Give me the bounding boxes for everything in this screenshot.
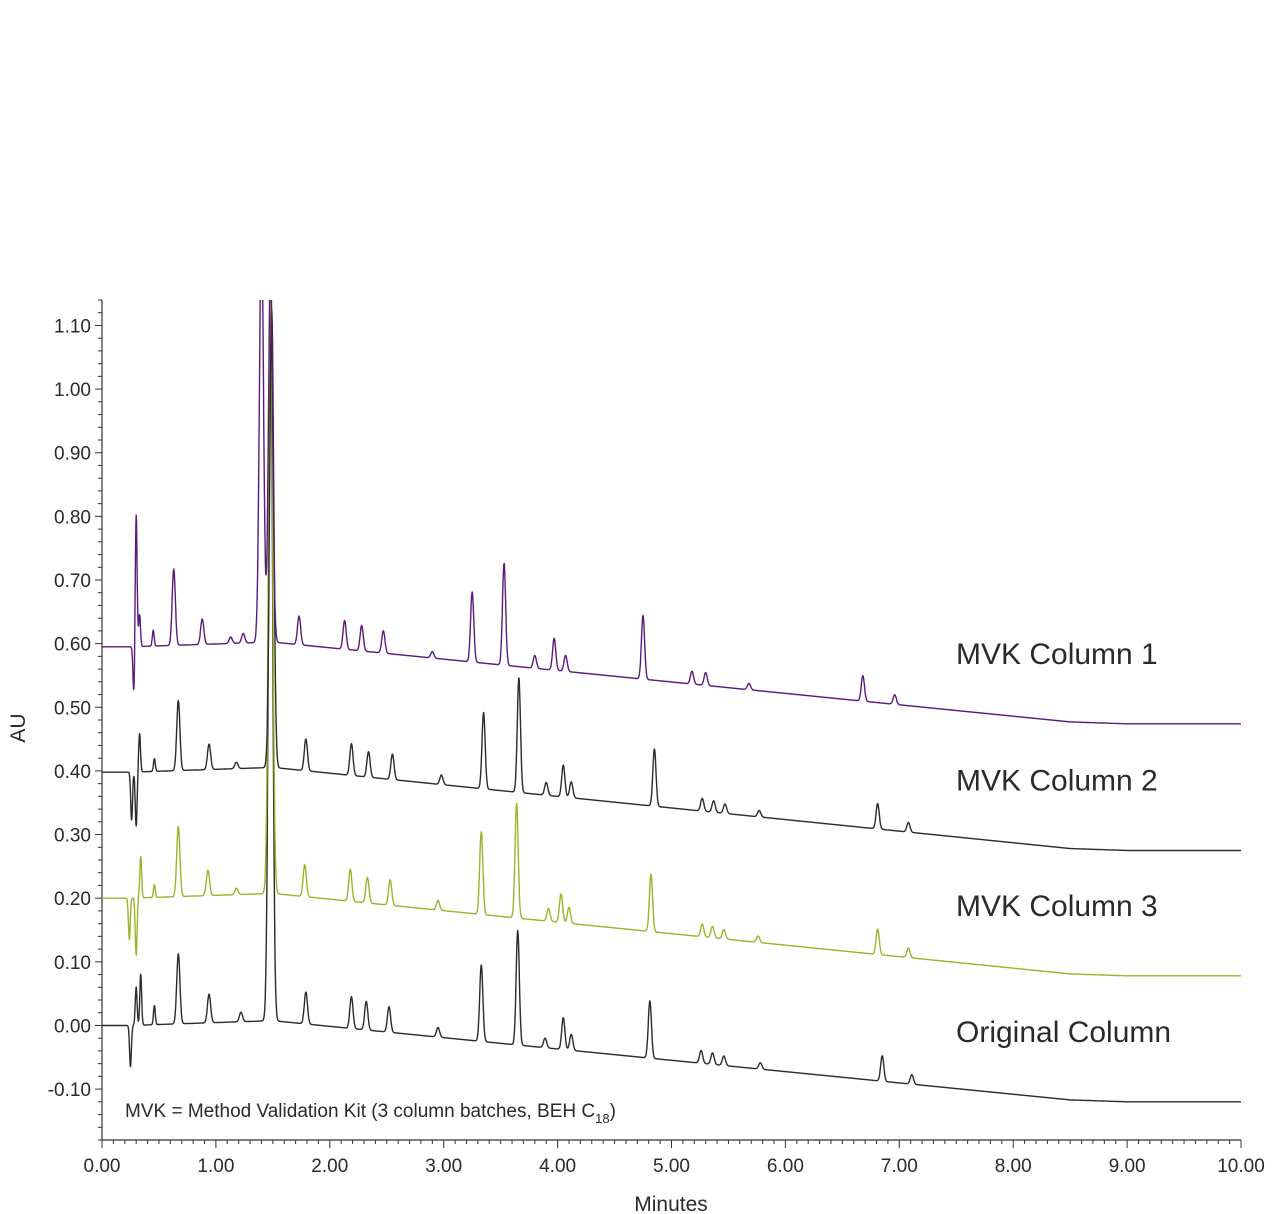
annotation-subscript: 18 bbox=[595, 1111, 609, 1126]
x-tick-label: 3.00 bbox=[425, 1156, 462, 1177]
y-axis-title: AU bbox=[7, 713, 30, 742]
trace-mvk-column-3 bbox=[102, 300, 1241, 977]
x-tick-label: 9.00 bbox=[1109, 1156, 1146, 1177]
y-tick-label: 0.40 bbox=[54, 762, 91, 783]
series-layer bbox=[102, 300, 1241, 1103]
y-tick-label: 1.00 bbox=[54, 380, 91, 401]
y-tick-label: 1.10 bbox=[54, 316, 91, 337]
y-tick-label: 0.30 bbox=[54, 826, 91, 847]
series-label: Original Column bbox=[956, 1016, 1171, 1049]
trace-mvk-column-1 bbox=[102, 300, 1241, 725]
series-label: MVK Column 2 bbox=[956, 764, 1158, 797]
annotation-text: MVK = Method Validation Kit (3 column ba… bbox=[125, 1101, 595, 1122]
y-tick-label: -0.10 bbox=[48, 1080, 91, 1101]
y-tick-label: 0.80 bbox=[54, 507, 91, 528]
x-tick-label: 6.00 bbox=[767, 1156, 804, 1177]
y-tick-label: 0.90 bbox=[54, 444, 91, 465]
y-tick-label: 0.00 bbox=[54, 1016, 91, 1037]
y-tick-label: 0.10 bbox=[54, 953, 91, 974]
x-tick-label: 8.00 bbox=[995, 1156, 1032, 1177]
x-tick-label: 5.00 bbox=[653, 1156, 690, 1177]
y-tick-label: 0.50 bbox=[54, 698, 91, 719]
trace-original-column bbox=[102, 320, 1241, 1103]
x-tick-label: 2.00 bbox=[311, 1156, 348, 1177]
trace-mvk-column-2 bbox=[102, 308, 1241, 852]
x-tick-label: 4.00 bbox=[539, 1156, 576, 1177]
y-tick-label: 0.70 bbox=[54, 571, 91, 592]
y-tick-label: 0.60 bbox=[54, 635, 91, 656]
x-tick-label: 1.00 bbox=[197, 1156, 234, 1177]
series-label: MVK Column 1 bbox=[956, 638, 1158, 671]
x-tick-label: 0.00 bbox=[84, 1156, 121, 1177]
annotation-note: MVK = Method Validation Kit (3 column ba… bbox=[125, 1101, 616, 1126]
x-axis-title: Minutes bbox=[634, 1193, 708, 1214]
series-labels: MVK Column 1 MVK Column 2 MVK Column 3 Orig… bbox=[956, 638, 1171, 1049]
axes: -0.10 0.00 0.10 0.20 0.30 0.40 0.50 0.60 0.70 0.8… bbox=[48, 299, 1265, 1177]
x-tick-label: 7.00 bbox=[881, 1156, 918, 1177]
y-tick-label: 0.20 bbox=[54, 889, 91, 910]
annotation-suffix: ) bbox=[610, 1101, 616, 1122]
x-tick-label: 10.00 bbox=[1217, 1156, 1265, 1177]
series-label: MVK Column 3 bbox=[956, 890, 1158, 923]
